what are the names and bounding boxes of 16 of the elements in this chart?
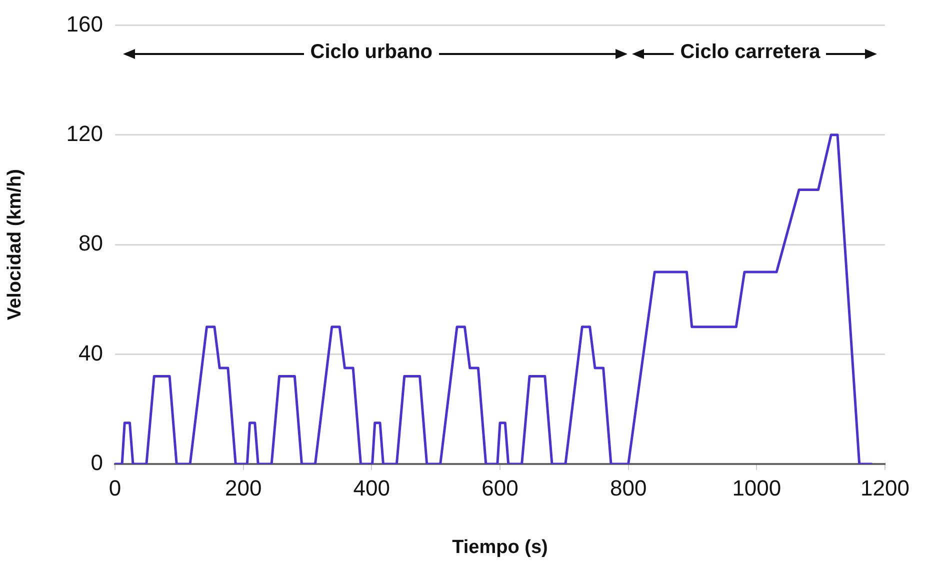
x-tick-label: 800 [610,475,647,500]
y-tick-label: 40 [78,340,103,366]
x-tick-label: 400 [353,475,390,500]
x-tick-label: 1000 [732,475,782,500]
y-tick-label: 160 [66,11,103,36]
x-tick-label: 600 [482,475,518,500]
x-axis-title: Tiempo (s) [452,536,548,558]
x-tick-label: 200 [224,475,262,500]
y-axis-title: Velocidad (km/h) [4,169,26,320]
annotation: Ciclo carretera [680,41,822,64]
x-tick-label: 0 [108,475,122,500]
annotation: Ciclo urbano [310,41,433,64]
y-tick-label: 0 [90,450,103,476]
x-tick-label: 1200 [860,475,910,500]
y-tick-label: 120 [66,120,103,146]
y-tick-label: 80 [78,230,103,256]
